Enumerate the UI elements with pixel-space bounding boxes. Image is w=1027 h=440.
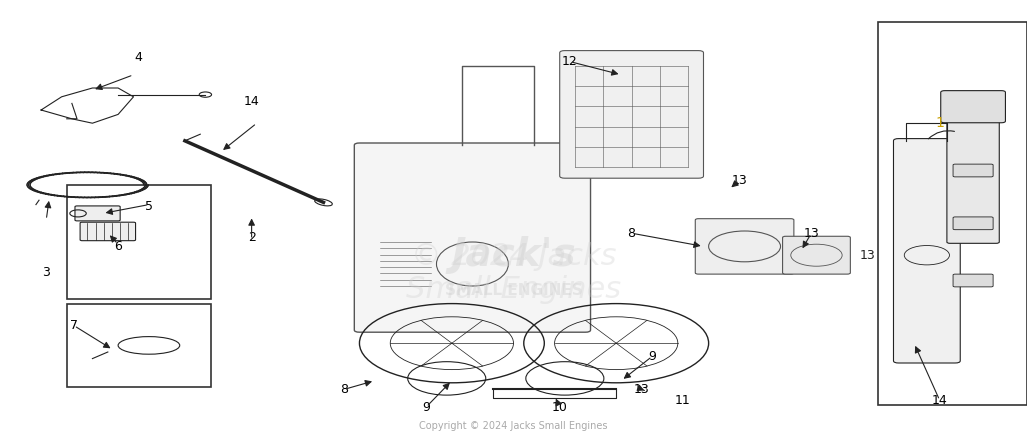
FancyBboxPatch shape [560,51,703,178]
Text: 13: 13 [803,227,820,240]
FancyBboxPatch shape [354,143,591,332]
FancyBboxPatch shape [947,117,999,243]
Text: 13: 13 [731,174,748,187]
Text: 1: 1 [936,116,944,130]
FancyBboxPatch shape [953,164,993,177]
Text: 2: 2 [248,231,256,244]
FancyBboxPatch shape [75,206,120,221]
FancyBboxPatch shape [783,236,850,274]
Bar [67,304,211,387]
Text: 4: 4 [135,51,143,64]
Text: 14: 14 [243,95,260,108]
FancyBboxPatch shape [941,91,1005,123]
Text: 6: 6 [114,240,122,253]
Text: 13: 13 [634,383,650,396]
Text: 7: 7 [70,319,78,332]
FancyBboxPatch shape [953,217,993,230]
Text: 11: 11 [675,394,691,407]
FancyBboxPatch shape [80,222,136,241]
Text: 5: 5 [145,200,153,213]
Text: © 2024 Jacks
Small Engines: © 2024 Jacks Small Engines [406,242,621,304]
Text: 8: 8 [340,383,348,396]
FancyBboxPatch shape [953,274,993,287]
Text: 12: 12 [562,55,578,68]
FancyBboxPatch shape [893,139,960,363]
Text: 14: 14 [931,394,948,407]
Bar [878,22,1027,405]
Text: 9: 9 [648,350,656,363]
Text: Copyright © 2024 Jacks Small Engines: Copyright © 2024 Jacks Small Engines [419,421,608,431]
Bar [67,185,211,299]
Text: 10: 10 [551,400,568,414]
Text: SMALL ENGINES: SMALL ENGINES [445,283,582,298]
Text: 3: 3 [42,266,50,279]
Text: 8: 8 [627,227,636,240]
Text: Jack's: Jack's [451,236,576,274]
Text: 13: 13 [860,249,876,262]
FancyBboxPatch shape [695,219,794,274]
Text: 9: 9 [422,400,430,414]
